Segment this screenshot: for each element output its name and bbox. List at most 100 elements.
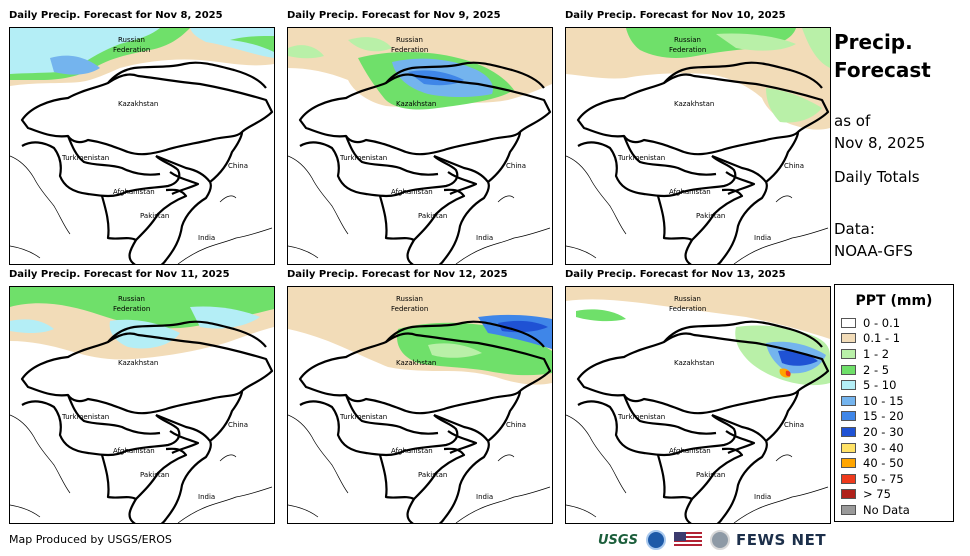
svg-text:Russian: Russian — [118, 36, 145, 44]
svg-text:Afghanistan: Afghanistan — [669, 447, 711, 455]
svg-text:Russian: Russian — [674, 295, 701, 303]
precip-map: Russian Federation Kazakhstan Turkmenist… — [287, 27, 553, 265]
legend-item: 0 - 0.1 — [835, 315, 953, 331]
precip-fields — [288, 28, 552, 110]
svg-text:Turkmenistan: Turkmenistan — [339, 154, 387, 162]
svg-text:China: China — [506, 421, 526, 429]
svg-text:China: China — [228, 162, 248, 170]
svg-text:Federation: Federation — [113, 46, 150, 54]
precip-map: Russian Federation Kazakhstan Turkmenist… — [287, 286, 553, 524]
legend-item: 40 - 50 — [835, 455, 953, 471]
svg-text:Afghanistan: Afghanistan — [391, 188, 433, 196]
svg-text:Pakistan: Pakistan — [140, 212, 169, 220]
svg-text:Pakistan: Pakistan — [696, 212, 725, 220]
legend-swatch — [841, 458, 856, 469]
svg-text:China: China — [228, 421, 248, 429]
legend-swatch — [841, 333, 856, 344]
svg-text:Turkmenistan: Turkmenistan — [617, 413, 665, 421]
logo-strip: USGS FEWS NET — [598, 528, 826, 552]
panel-title: Daily Precip. Forecast for Nov 9, 2025 — [287, 10, 501, 21]
legend-item: 0.1 - 1 — [835, 331, 953, 347]
svg-text:Federation: Federation — [391, 46, 428, 54]
fews-net-logo: FEWS NET — [735, 531, 827, 549]
legend-swatch — [841, 426, 856, 437]
legend-label: 0.1 - 1 — [863, 331, 901, 346]
country-labels: Russian Federation Kazakhstan Turkmenist… — [617, 36, 804, 242]
svg-text:Kazakhstan: Kazakhstan — [396, 359, 436, 367]
usaid-seal-icon — [709, 530, 730, 550]
legend-swatch — [841, 489, 856, 500]
svg-text:Russian: Russian — [396, 36, 423, 44]
svg-text:Pakistan: Pakistan — [418, 212, 447, 220]
precip-map: Russian Federation Kazakhstan Turkmenist… — [9, 27, 275, 265]
panel-title: Daily Precip. Forecast for Nov 12, 2025 — [287, 269, 508, 280]
legend-swatch — [841, 317, 856, 328]
country-labels: Russian Federation Kazakhstan Turkmenist… — [61, 295, 248, 501]
panel-title: Daily Precip. Forecast for Nov 10, 2025 — [565, 10, 786, 21]
legend-swatch — [841, 348, 856, 359]
legend-item: 10 - 15 — [835, 393, 953, 409]
svg-text:Federation: Federation — [669, 305, 706, 313]
svg-text:Turkmenistan: Turkmenistan — [61, 413, 109, 421]
legend-item: No Data — [835, 502, 953, 518]
legend-item: 30 - 40 — [835, 440, 953, 456]
svg-text:Russian: Russian — [396, 295, 423, 303]
info-title-line2: Forecast — [834, 58, 931, 82]
legend-label: 20 - 30 — [863, 424, 904, 439]
legend-label: 2 - 5 — [863, 362, 890, 377]
svg-text:Afghanistan: Afghanistan — [113, 188, 155, 196]
legend-item: 1 - 2 — [835, 346, 953, 362]
info-title-line1: Precip. — [834, 30, 913, 54]
svg-text:Federation: Federation — [669, 46, 706, 54]
country-labels: Russian Federation Kazakhstan Turkmenist… — [339, 36, 526, 242]
svg-text:Pakistan: Pakistan — [418, 471, 447, 479]
svg-text:China: China — [784, 421, 804, 429]
svg-text:Federation: Federation — [391, 305, 428, 313]
svg-text:Turkmenistan: Turkmenistan — [61, 154, 109, 162]
svg-text:Russian: Russian — [674, 36, 701, 44]
legend-swatch — [841, 395, 856, 406]
legend-item: 20 - 30 — [835, 424, 953, 440]
svg-text:Afghanistan: Afghanistan — [669, 188, 711, 196]
legend-label: > 75 — [863, 487, 891, 502]
svg-text:India: India — [476, 493, 493, 501]
precip-map: Russian Federation Kazakhstan Turkmenist… — [565, 286, 831, 524]
legend-label: 5 - 10 — [863, 378, 897, 393]
panel-title: Daily Precip. Forecast for Nov 11, 2025 — [9, 269, 230, 280]
svg-text:Russian: Russian — [118, 295, 145, 303]
legend-item: 2 - 5 — [835, 362, 953, 378]
country-labels: Russian Federation Kazakhstan Turkmenist… — [617, 295, 804, 501]
precip-map: Russian Federation Kazakhstan Turkmenist… — [565, 27, 831, 265]
svg-text:Kazakhstan: Kazakhstan — [674, 359, 714, 367]
panel-title: Daily Precip. Forecast for Nov 13, 2025 — [565, 269, 786, 280]
legend-item: 50 - 75 — [835, 471, 953, 487]
legend-swatch — [841, 380, 856, 391]
map-credit: Map Produced by USGS/EROS — [9, 533, 172, 546]
svg-text:Pakistan: Pakistan — [696, 471, 725, 479]
precip-fields — [566, 287, 830, 386]
svg-text:India: India — [754, 493, 771, 501]
svg-text:Afghanistan: Afghanistan — [391, 447, 433, 455]
precip-fields — [566, 28, 830, 130]
legend-swatch — [841, 442, 856, 453]
legend-label: 1 - 2 — [863, 346, 890, 361]
legend-label: 30 - 40 — [863, 440, 904, 455]
svg-text:Kazakhstan: Kazakhstan — [674, 100, 714, 108]
legend-label: No Data — [863, 502, 910, 517]
svg-text:Turkmenistan: Turkmenistan — [617, 154, 665, 162]
legend-title: PPT (mm) — [855, 293, 933, 309]
info-date: Nov 8, 2025 — [834, 134, 926, 152]
legend-label: 40 - 50 — [863, 456, 904, 471]
svg-text:Kazakhstan: Kazakhstan — [118, 100, 158, 108]
svg-text:Kazakhstan: Kazakhstan — [118, 359, 158, 367]
svg-text:India: India — [198, 493, 215, 501]
country-labels: Russian Federation Kazakhstan Turkmenist… — [339, 295, 526, 501]
svg-text:India: India — [198, 234, 215, 242]
panel-title: Daily Precip. Forecast for Nov 8, 2025 — [9, 10, 223, 21]
svg-text:Pakistan: Pakistan — [140, 471, 169, 479]
legend-label: 15 - 20 — [863, 409, 904, 424]
svg-text:Afghanistan: Afghanistan — [113, 447, 155, 455]
svg-text:China: China — [506, 162, 526, 170]
